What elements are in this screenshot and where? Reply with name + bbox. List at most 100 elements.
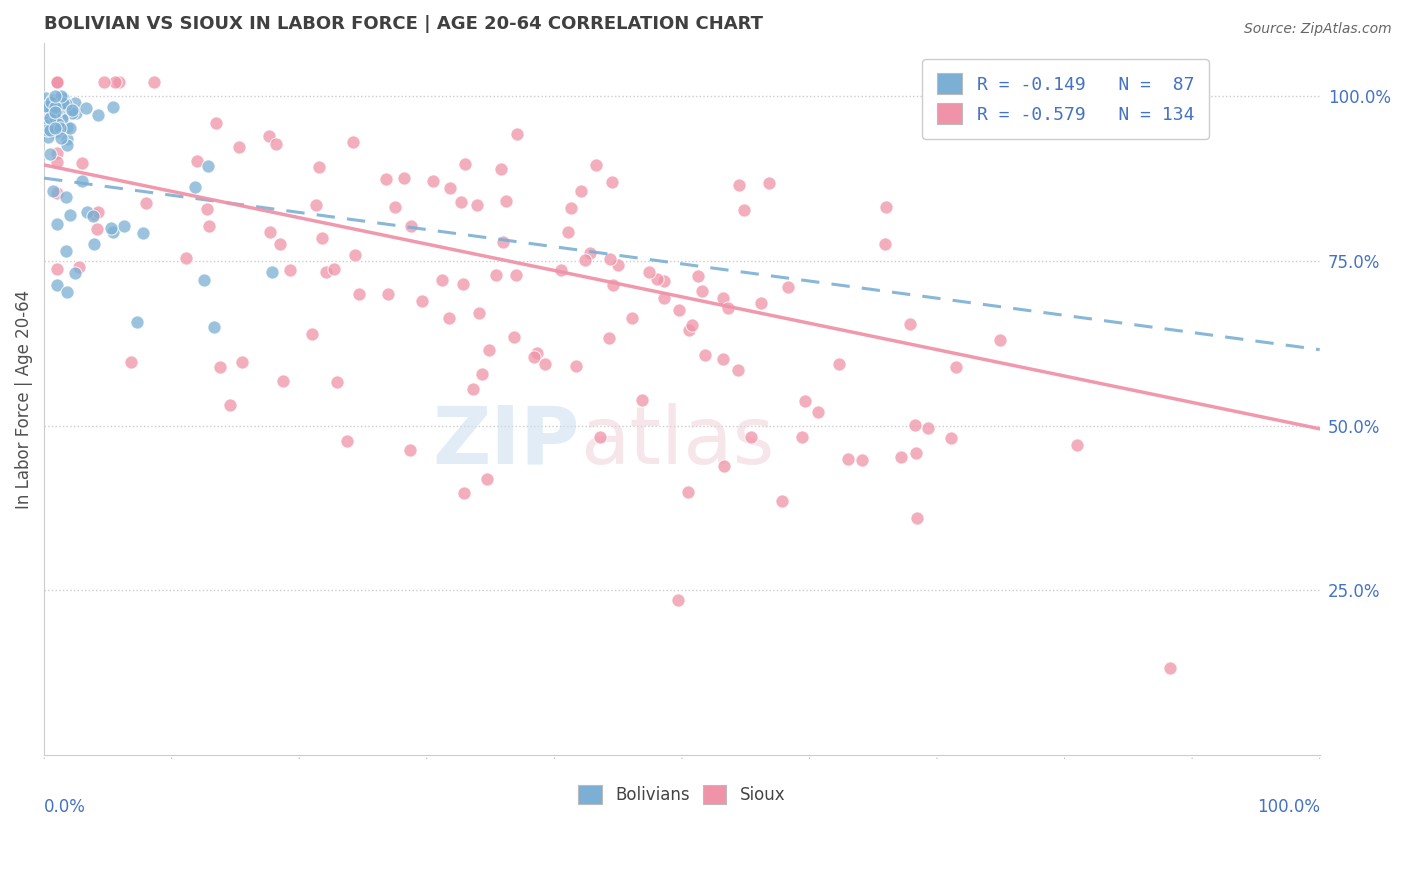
Point [101,225,124,239]
Point [631,392,654,407]
Point [51,120,73,134]
Point [37,120,59,135]
Point [264,137,287,152]
Point [46,124,69,138]
Point [794,393,817,408]
Point [681,318,703,332]
Point [875,200,897,214]
Point [65,266,87,280]
Point [45,155,67,169]
Point [374,172,396,186]
Point [42,108,65,122]
Point [34,97,56,112]
Point [42,113,65,128]
Point [578,245,600,260]
Point [1066,438,1088,452]
Point [34,115,56,129]
Point [49,101,72,115]
Point [107,75,129,89]
Point [35,102,58,116]
Point [70,155,93,169]
Point [60,106,83,120]
Point [260,265,283,279]
Point [65,96,87,111]
Point [873,236,896,251]
Point [394,171,416,186]
Point [45,125,67,139]
Point [600,175,623,189]
Point [620,311,643,326]
Point [56,285,79,299]
Point [49,120,72,135]
Point [186,153,208,168]
Point [807,404,830,418]
Point [599,252,621,266]
Point [142,75,165,89]
Point [733,202,755,217]
Point [564,359,586,373]
Point [259,128,281,143]
Point [550,263,572,277]
Point [342,135,364,149]
Point [60,103,83,118]
Point [711,291,734,305]
Point [399,219,422,233]
Point [93,75,115,89]
Point [70,174,93,188]
Point [988,333,1011,347]
Point [82,210,104,224]
Point [45,262,67,277]
Point [301,327,323,342]
Point [437,311,460,326]
Point [49,104,72,119]
Point [39,95,62,109]
Point [278,263,301,277]
Point [478,343,501,358]
Point [790,429,813,443]
Point [526,346,548,360]
Point [34,107,56,121]
Point [37,130,59,145]
Point [205,116,228,130]
Text: atlas: atlas [579,403,775,481]
Text: 0.0%: 0.0% [44,798,86,816]
Point [574,252,596,267]
Point [315,265,337,279]
Point [740,430,762,444]
Point [55,190,77,204]
Point [135,195,157,210]
Point [38,122,60,136]
Point [198,219,221,234]
Point [39,112,62,126]
Point [38,107,60,121]
Point [52,95,75,110]
Point [607,258,630,272]
Point [55,103,77,118]
Point [585,158,607,172]
Text: 100.0%: 100.0% [1257,798,1320,816]
Point [727,363,749,377]
Point [39,96,62,111]
Point [688,268,710,283]
Point [453,486,475,500]
Point [678,323,700,337]
Point [45,75,67,89]
Text: Source: ZipAtlas.com: Source: ZipAtlas.com [1244,22,1392,37]
Point [46,103,69,117]
Point [38,109,60,123]
Point [34,100,56,114]
Point [384,200,406,214]
Point [45,75,67,89]
Point [41,93,63,107]
Point [120,355,142,369]
Point [534,357,557,371]
Point [749,296,772,310]
Point [38,147,60,161]
Point [125,315,148,329]
Point [209,359,232,374]
Point [55,97,77,112]
Point [37,122,59,136]
Point [523,350,546,364]
Point [904,446,927,460]
Point [668,302,690,317]
